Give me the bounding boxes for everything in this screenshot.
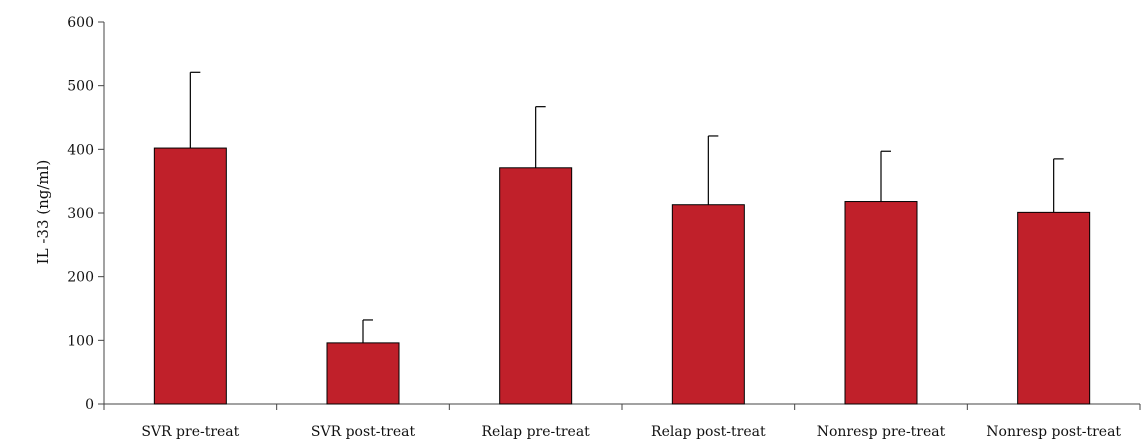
bar bbox=[844, 201, 918, 405]
bar bbox=[1017, 211, 1091, 405]
bar bbox=[153, 147, 227, 405]
x-category-label: Nonresp pre-treat bbox=[817, 424, 946, 440]
x-category-labels: SVR pre-treat SVR post-treat Relap pre-tre… bbox=[141, 424, 1121, 440]
y-tick-label: 200 bbox=[67, 270, 94, 286]
y-tick-label: 300 bbox=[67, 206, 94, 222]
error-bars bbox=[189, 71, 1064, 343]
y-tick-labels: 0 100 200 300 400 500 600 bbox=[67, 15, 94, 413]
y-tick-label: 100 bbox=[67, 333, 94, 349]
y-tick-label: 500 bbox=[67, 79, 94, 95]
y-tick-label: 400 bbox=[67, 142, 94, 158]
bar bbox=[499, 167, 573, 405]
bar bbox=[326, 342, 400, 405]
y-axis-title: IL -33 (ng/ml) bbox=[34, 160, 52, 265]
bar bbox=[671, 204, 745, 405]
x-category-label: SVR post-treat bbox=[311, 424, 416, 440]
x-category-label: Nonresp post-treat bbox=[986, 424, 1121, 440]
y-tick-label: 600 bbox=[67, 15, 94, 31]
y-tick-label: 0 bbox=[85, 397, 94, 413]
x-category-label: SVR pre-treat bbox=[141, 424, 239, 440]
x-category-label: Relap post-treat bbox=[651, 424, 766, 440]
x-category-label: Relap pre-treat bbox=[482, 424, 591, 440]
bars bbox=[153, 147, 1091, 405]
axes bbox=[98, 21, 1141, 410]
